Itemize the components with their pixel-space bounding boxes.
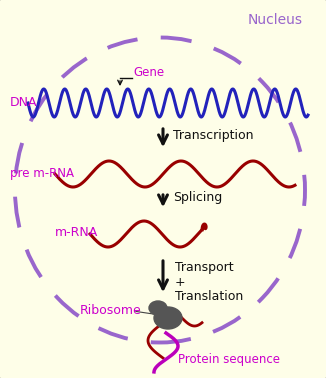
Text: Translation: Translation (175, 290, 243, 302)
Text: +: + (175, 276, 185, 288)
Text: Gene: Gene (133, 67, 164, 79)
Text: DNA: DNA (10, 96, 37, 110)
Text: Transcription: Transcription (173, 129, 254, 141)
Ellipse shape (154, 307, 182, 329)
Text: m-RNA: m-RNA (55, 226, 98, 240)
Text: Protein sequence: Protein sequence (178, 353, 280, 367)
Text: Transport: Transport (175, 262, 234, 274)
Ellipse shape (149, 301, 167, 315)
Text: Splicing: Splicing (173, 192, 222, 204)
Text: Ribosome: Ribosome (80, 304, 142, 316)
Text: pre m-RNA: pre m-RNA (10, 166, 74, 180)
Text: Nucleus: Nucleus (248, 13, 303, 27)
